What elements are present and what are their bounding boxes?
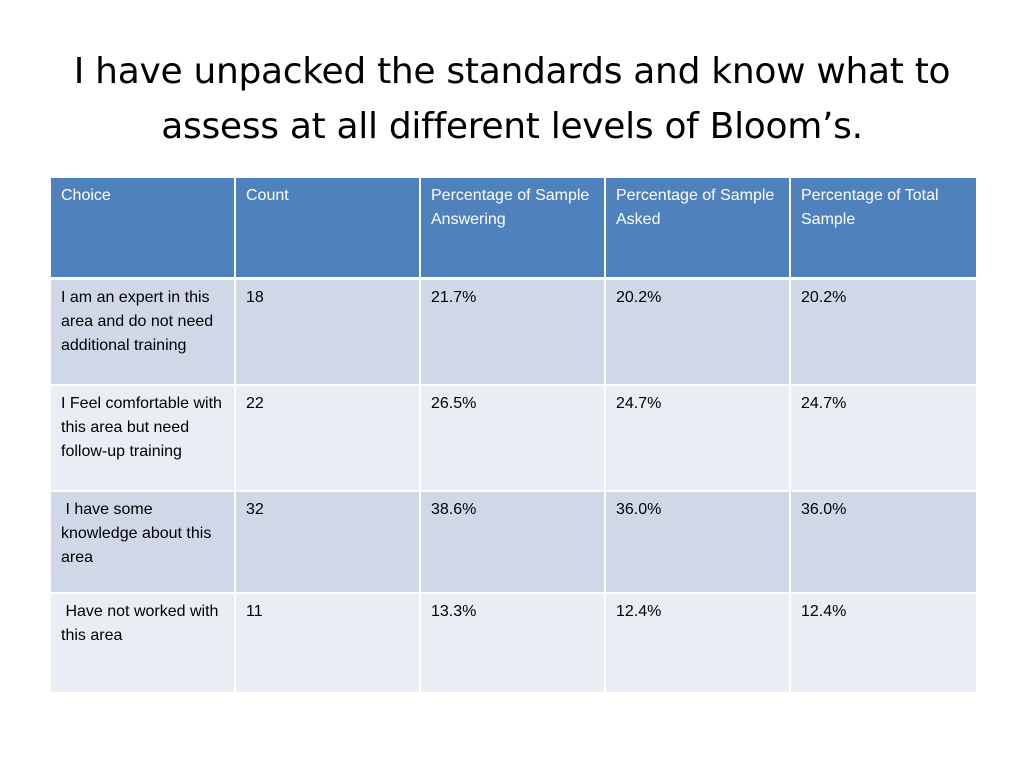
cell-choice: Have not worked with this area [51, 594, 236, 694]
cell-choice: I am an expert in this area and do not n… [51, 280, 236, 386]
table-row: Have not worked with this area 11 13.3% … [51, 594, 976, 694]
table-row: I am an expert in this area and do not n… [51, 280, 976, 386]
cell-percentage-asked: 24.7% [606, 386, 791, 492]
table-header-row: Choice Count Percentage of Sample Answer… [51, 178, 976, 280]
cell-count: 11 [236, 594, 421, 694]
cell-percentage-asked: 36.0% [606, 492, 791, 594]
table-row: I have some knowledge about this area 32… [51, 492, 976, 594]
cell-percentage-total: 20.2% [791, 280, 976, 386]
header-percentage-total: Percentage of Total Sample [791, 178, 976, 280]
cell-percentage-total: 36.0% [791, 492, 976, 594]
cell-percentage-answering: 13.3% [421, 594, 606, 694]
cell-percentage-answering: 38.6% [421, 492, 606, 594]
header-percentage-answering: Percentage of Sample Answering [421, 178, 606, 280]
header-percentage-asked: Percentage of Sample Asked [606, 178, 791, 280]
header-count: Count [236, 178, 421, 280]
cell-choice: I have some knowledge about this area [51, 492, 236, 594]
cell-choice: I Feel comfortable with this area but ne… [51, 386, 236, 492]
cell-count: 32 [236, 492, 421, 594]
cell-percentage-asked: 12.4% [606, 594, 791, 694]
cell-percentage-asked: 20.2% [606, 280, 791, 386]
slide-title: I have unpacked the standards and know w… [73, 51, 951, 147]
cell-percentage-answering: 21.7% [421, 280, 606, 386]
survey-table: Choice Count Percentage of Sample Answer… [51, 178, 976, 694]
table-row: I Feel comfortable with this area but ne… [51, 386, 976, 492]
cell-count: 18 [236, 280, 421, 386]
cell-percentage-answering: 26.5% [421, 386, 606, 492]
cell-count: 22 [236, 386, 421, 492]
cell-percentage-total: 12.4% [791, 594, 976, 694]
cell-percentage-total: 24.7% [791, 386, 976, 492]
header-choice: Choice [51, 178, 236, 280]
